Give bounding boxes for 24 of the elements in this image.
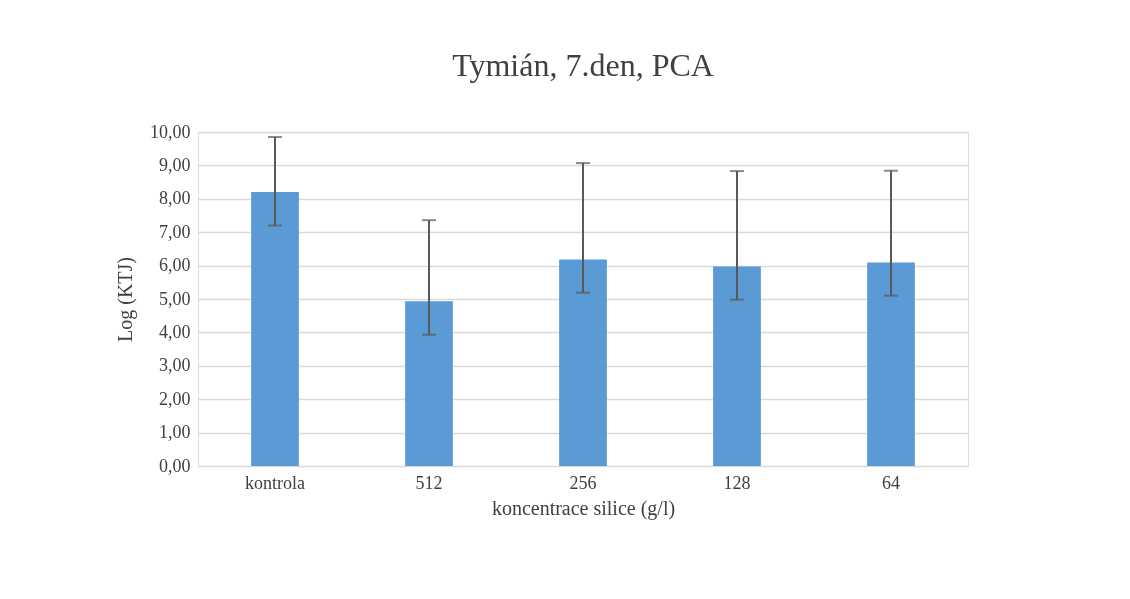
y-tick-label: 10,00 bbox=[150, 121, 191, 142]
y-axis-title: Log (KTJ) bbox=[114, 257, 137, 342]
chart-title: Tymián, 7.den, PCA bbox=[452, 47, 714, 83]
bar bbox=[867, 262, 915, 466]
bar bbox=[405, 301, 453, 466]
x-tick-label: 64 bbox=[882, 472, 900, 493]
y-tick-label: 5,00 bbox=[159, 288, 191, 309]
bar bbox=[251, 192, 299, 466]
bar bbox=[713, 266, 761, 466]
y-tick-label: 2,00 bbox=[159, 388, 191, 409]
y-tick-label: 0,00 bbox=[159, 455, 191, 476]
y-tick-label: 6,00 bbox=[159, 255, 191, 276]
y-tick-label: 8,00 bbox=[159, 188, 191, 209]
y-tick-label: 3,00 bbox=[159, 355, 191, 376]
y-tick-label: 1,00 bbox=[159, 422, 191, 443]
y-tick-label: 7,00 bbox=[159, 221, 191, 242]
y-tick-label: 4,00 bbox=[159, 321, 191, 342]
y-tick-label: 9,00 bbox=[159, 154, 191, 175]
bar bbox=[559, 259, 607, 466]
x-tick-label: 512 bbox=[415, 472, 443, 493]
x-tick-label: 128 bbox=[723, 472, 751, 493]
x-tick-label: 256 bbox=[569, 472, 597, 493]
x-tick-label: kontrola bbox=[245, 472, 305, 493]
x-axis-title: koncentrace silice (g/l) bbox=[491, 496, 676, 520]
